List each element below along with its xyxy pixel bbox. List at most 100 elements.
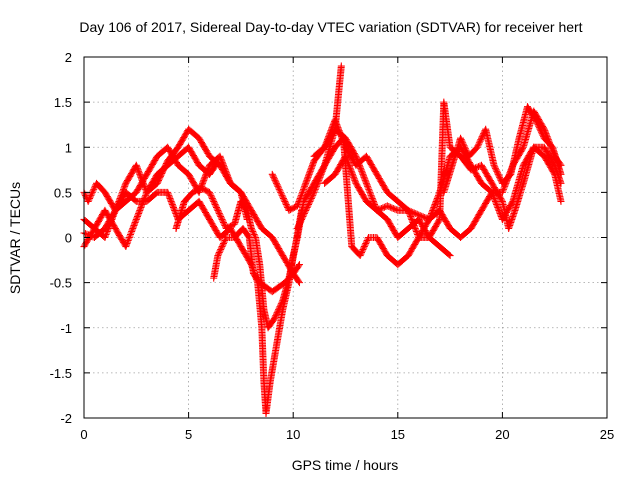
- data-point: [211, 200, 219, 208]
- data-point: [458, 137, 466, 145]
- data-point: [557, 197, 565, 205]
- data-point: [317, 170, 325, 178]
- data-point: [426, 214, 434, 222]
- data-point: [271, 176, 279, 184]
- data-point: [165, 193, 173, 201]
- data-point: [494, 169, 502, 177]
- data-point: [137, 203, 145, 211]
- data-point: [132, 217, 140, 225]
- data-point: [295, 277, 303, 285]
- data-point: [363, 181, 371, 189]
- data-point: [493, 167, 501, 175]
- data-point: [297, 193, 305, 201]
- data-point: [428, 209, 436, 217]
- data-point: [412, 226, 420, 234]
- data-point: [405, 209, 413, 217]
- data-point: [472, 164, 480, 172]
- data-point: [274, 182, 282, 190]
- data-point: [128, 227, 136, 235]
- data-point: [351, 151, 359, 159]
- data-point: [459, 140, 467, 148]
- data-point: [169, 202, 177, 210]
- data-point: [431, 200, 439, 208]
- data-point: [217, 246, 225, 254]
- data-point: [129, 224, 137, 232]
- data-point: [108, 215, 116, 223]
- data-point: [428, 208, 436, 216]
- data-point: [219, 217, 227, 225]
- data-point: [89, 187, 97, 195]
- data-point: [124, 238, 132, 246]
- data-point: [557, 170, 565, 178]
- data-point: [276, 187, 284, 195]
- data-point: [321, 143, 329, 151]
- data-point: [131, 218, 139, 226]
- data-point: [277, 301, 285, 309]
- data-point: [218, 243, 226, 251]
- x-tick-label: 0: [80, 427, 87, 442]
- data-point: [307, 196, 315, 204]
- data-point: [430, 203, 438, 211]
- data-point: [105, 223, 113, 231]
- data-point: [217, 212, 225, 220]
- data-point: [492, 199, 500, 207]
- data-point: [213, 205, 221, 213]
- data-point: [305, 170, 313, 178]
- data-series-track-6: [172, 184, 306, 332]
- data-point: [274, 307, 282, 315]
- data-point: [308, 193, 316, 201]
- data-point: [218, 215, 226, 223]
- data-point: [406, 211, 414, 219]
- data-point: [391, 205, 399, 213]
- data-point: [306, 167, 314, 175]
- data-point: [311, 185, 319, 193]
- data-point: [135, 169, 143, 177]
- data-point: [314, 178, 322, 186]
- data-point: [491, 197, 499, 205]
- data-point: [317, 172, 325, 180]
- data-point: [537, 127, 545, 135]
- data-point: [316, 173, 324, 181]
- data-point: [297, 217, 305, 225]
- x-tick-label: 20: [495, 427, 509, 442]
- data-point: [304, 202, 312, 210]
- data-point: [325, 131, 333, 139]
- data-point: [362, 240, 370, 248]
- data-point: [295, 221, 303, 229]
- data-point: [322, 140, 330, 148]
- data-point: [412, 210, 420, 218]
- data-point: [537, 128, 545, 136]
- data-point: [324, 134, 332, 142]
- data-point: [489, 190, 497, 198]
- data-point: [323, 137, 331, 145]
- data-point: [470, 165, 478, 173]
- data-point: [460, 142, 468, 150]
- data-point: [413, 210, 421, 218]
- data-point: [457, 136, 465, 144]
- data-point: [307, 166, 315, 174]
- data-point: [293, 224, 301, 232]
- data-point: [475, 139, 483, 147]
- data-point: [303, 175, 311, 183]
- data-point: [305, 199, 313, 207]
- data-point: [302, 179, 310, 187]
- data-point: [275, 304, 283, 312]
- data-point: [90, 184, 98, 192]
- data-point: [309, 191, 317, 199]
- data-point: [430, 202, 438, 210]
- y-tick-label: 0: [65, 231, 72, 246]
- data-point: [275, 185, 283, 193]
- data-point: [315, 175, 323, 183]
- data-point: [313, 181, 321, 189]
- data-point: [217, 154, 225, 162]
- data-point: [539, 131, 547, 139]
- data-point: [498, 196, 506, 204]
- data-point: [293, 202, 301, 210]
- data-point: [301, 181, 309, 189]
- data-point: [312, 184, 320, 192]
- data-point: [295, 262, 303, 270]
- data-point: [425, 215, 433, 223]
- data-point: [352, 152, 360, 160]
- data-point: [536, 125, 544, 133]
- data-point: [122, 243, 130, 251]
